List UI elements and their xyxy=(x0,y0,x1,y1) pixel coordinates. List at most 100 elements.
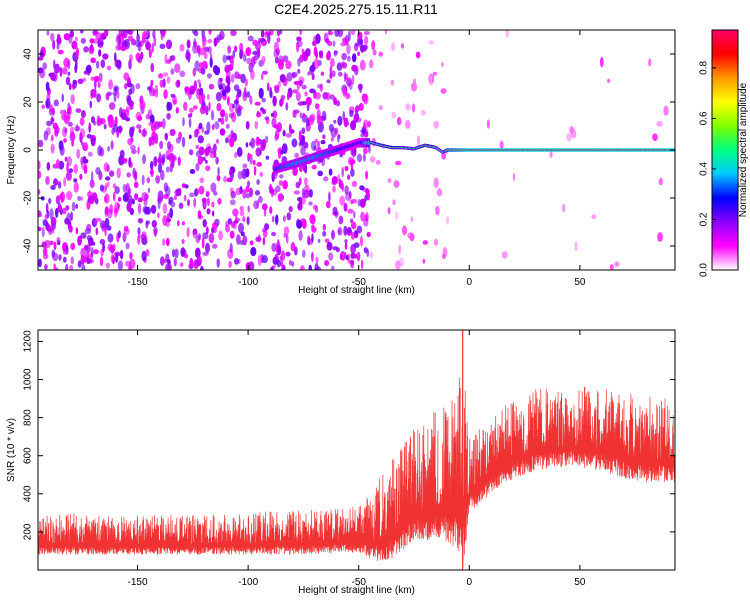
noise-speckle xyxy=(45,81,50,92)
noise-speckle xyxy=(184,253,189,259)
noise-speckle xyxy=(71,40,78,50)
noise-speckle xyxy=(338,215,344,225)
noise-speckle xyxy=(89,38,95,44)
top-x-tick-label: -150 xyxy=(128,277,148,288)
noise-speckle xyxy=(350,168,355,177)
noise-speckle xyxy=(143,206,150,215)
noise-speckle xyxy=(271,188,278,196)
noise-speckle xyxy=(256,110,260,118)
noise-speckle xyxy=(326,51,331,61)
noise-speckle xyxy=(220,117,225,125)
noise-speckle xyxy=(331,70,336,77)
noise-speckle xyxy=(364,35,369,46)
noise-speckle xyxy=(70,256,75,265)
noise-speckle xyxy=(234,258,239,265)
noise-speckle xyxy=(159,140,164,150)
noise-speckle xyxy=(282,180,289,190)
noise-speckle xyxy=(86,235,93,241)
noise-speckle xyxy=(79,128,86,139)
noise-speckle xyxy=(215,91,222,102)
noise-speckle xyxy=(405,103,411,111)
noise-speckle xyxy=(55,207,59,218)
noise-speckle xyxy=(410,216,414,223)
noise-speckle xyxy=(422,258,426,264)
colorbar-tick-label: 0.2 xyxy=(699,212,710,226)
noise-speckle xyxy=(329,72,333,79)
noise-speckle xyxy=(157,212,160,219)
noise-speckle xyxy=(304,91,308,97)
noise-speckle xyxy=(91,170,94,182)
noise-speckle xyxy=(67,71,71,76)
noise-speckle xyxy=(318,50,324,57)
noise-speckle xyxy=(420,109,426,116)
noise-speckle xyxy=(170,55,176,61)
noise-speckle xyxy=(76,148,81,159)
noise-speckle xyxy=(137,203,142,215)
noise-speckle xyxy=(305,96,312,106)
noise-speckle xyxy=(270,112,275,117)
noise-speckle xyxy=(53,263,56,270)
noise-speckle xyxy=(59,66,63,78)
noise-speckle xyxy=(165,263,171,270)
noise-speckle xyxy=(658,177,663,186)
noise-speckle xyxy=(197,214,203,220)
noise-speckle xyxy=(295,91,301,102)
noise-speckle xyxy=(350,120,357,131)
noise-speckle xyxy=(165,186,171,197)
noise-speckle xyxy=(131,198,135,205)
noise-speckle xyxy=(356,153,363,163)
noise-speckle xyxy=(291,261,295,267)
noise-speckle xyxy=(77,260,82,268)
noise-speckle xyxy=(180,262,184,267)
noise-speckle xyxy=(165,39,173,50)
noise-speckle xyxy=(289,129,295,134)
noise-speckle xyxy=(271,242,277,252)
noise-speckle xyxy=(125,260,132,267)
noise-speckle xyxy=(652,133,658,141)
noise-speckle xyxy=(363,93,369,105)
noise-speckle xyxy=(218,230,224,241)
noise-speckle xyxy=(198,67,204,74)
noise-speckle xyxy=(292,109,297,118)
noise-speckle xyxy=(395,160,402,166)
noise-speckle xyxy=(44,239,51,249)
noise-speckle xyxy=(254,120,259,130)
noise-speckle xyxy=(132,167,136,179)
noise-speckle xyxy=(77,196,82,201)
noise-speckle xyxy=(339,253,343,260)
noise-speckle xyxy=(155,175,161,184)
noise-speckle xyxy=(344,251,347,260)
noise-speckle xyxy=(119,249,124,260)
noise-speckle xyxy=(574,241,578,252)
noise-speckle xyxy=(202,219,207,228)
noise-speckle xyxy=(225,123,230,129)
noise-speckle xyxy=(282,215,286,223)
noise-speckle xyxy=(183,194,187,202)
noise-speckle xyxy=(327,40,333,47)
noise-speckle xyxy=(105,176,111,181)
noise-speckle xyxy=(303,177,308,186)
noise-speckle xyxy=(57,182,62,189)
noise-speckle xyxy=(422,240,428,245)
noise-speckle xyxy=(216,174,221,182)
noise-speckle xyxy=(339,195,346,206)
colorbar-tick-label: 0.0 xyxy=(699,263,710,277)
noise-speckle xyxy=(205,190,210,196)
noise-speckle xyxy=(501,251,508,259)
noise-speckle xyxy=(51,223,55,234)
noise-speckle xyxy=(48,228,53,236)
noise-speckle xyxy=(369,59,374,69)
noise-speckle xyxy=(197,135,204,144)
noise-speckle xyxy=(102,245,105,253)
noise-speckle xyxy=(366,231,371,238)
noise-speckle xyxy=(227,96,230,106)
noise-speckle xyxy=(137,232,141,238)
noise-speckle xyxy=(402,225,407,236)
noise-speckle xyxy=(187,199,190,207)
noise-speckle xyxy=(75,227,79,235)
noise-speckle xyxy=(354,229,358,236)
top-y-tick-label: 0 xyxy=(23,147,34,153)
noise-speckle xyxy=(84,228,92,235)
noise-speckle xyxy=(149,114,155,124)
noise-speckle xyxy=(158,162,162,173)
